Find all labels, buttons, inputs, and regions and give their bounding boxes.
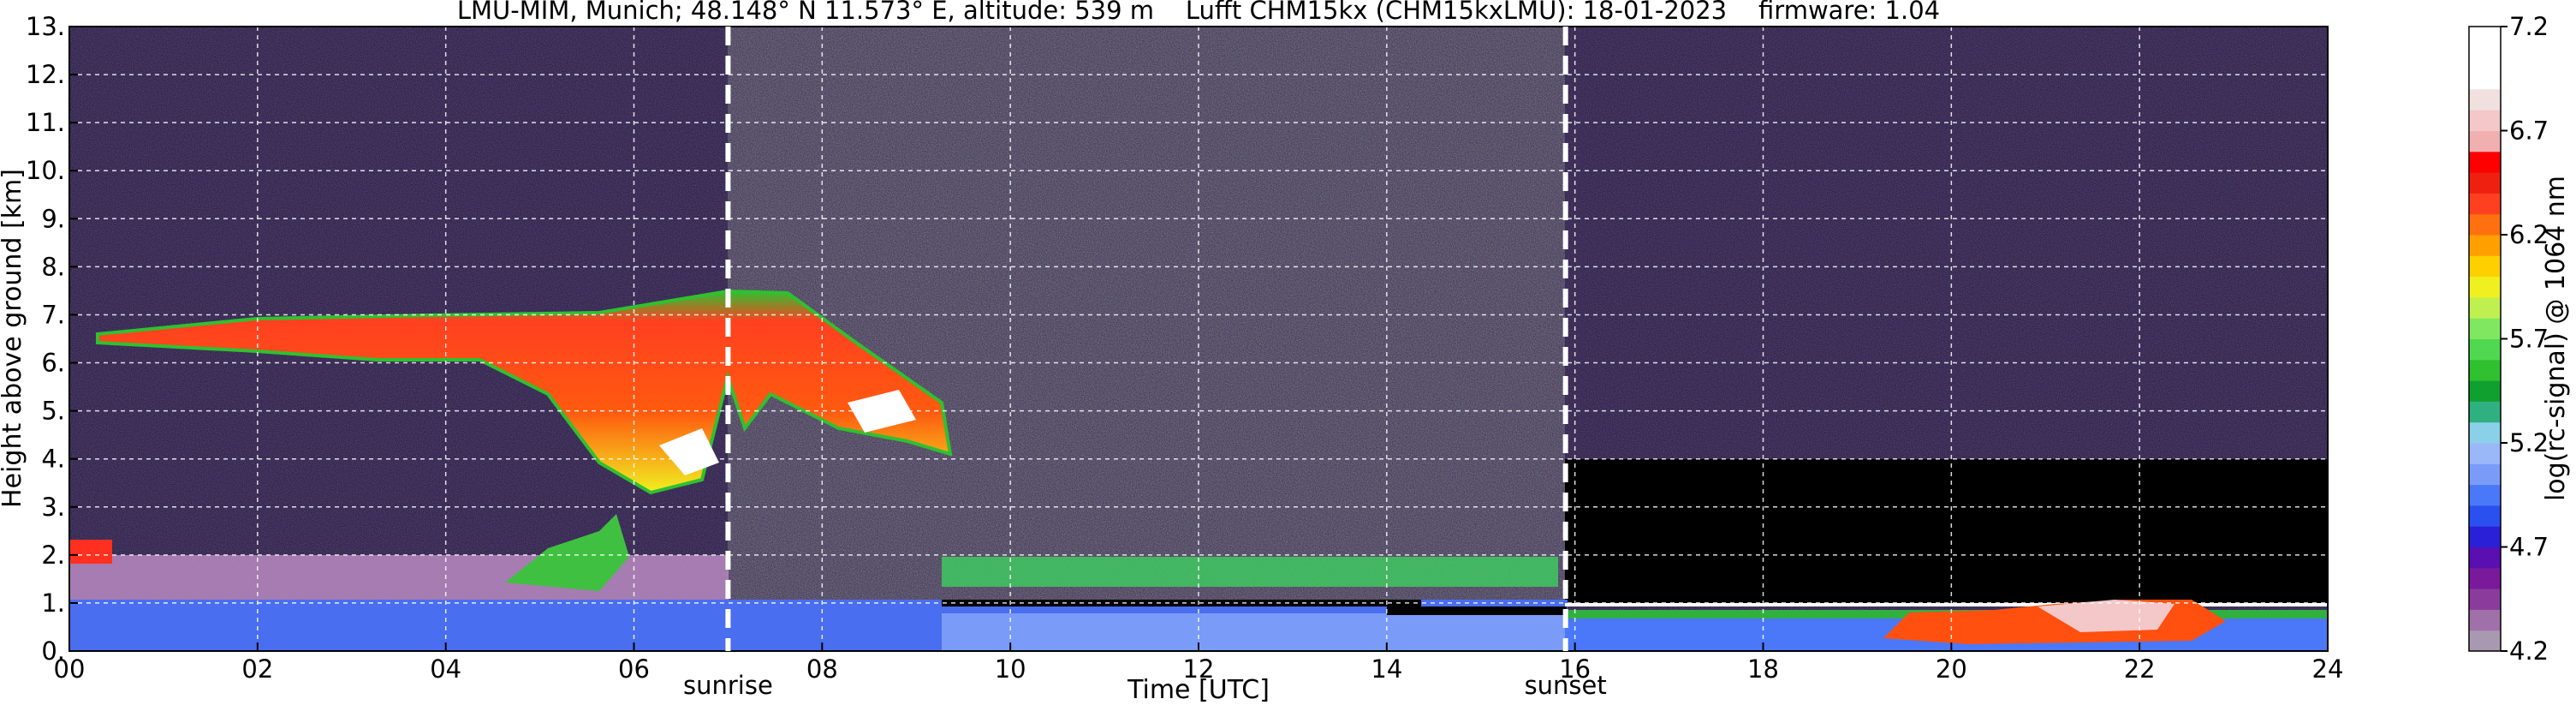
colorbar-band [2469, 296, 2501, 319]
colorbar-band [2469, 526, 2501, 547]
y-tick-label: 2. [41, 541, 65, 570]
colorbar-band [2469, 463, 2501, 486]
colorbar-band [2469, 213, 2501, 236]
colorbar-band [2469, 505, 2501, 527]
mid-cloud [505, 514, 629, 591]
colorbar-band [2469, 255, 2501, 278]
colorbar-band [2469, 380, 2501, 402]
night-aerosol-core [2038, 600, 2174, 632]
colorbar-band [2469, 609, 2501, 631]
colorbar-tick-label: 5.2 [2509, 428, 2549, 457]
y-tick-label: 13. [26, 12, 65, 41]
mid-level-cloud [96, 289, 953, 495]
low-cloud-base [942, 600, 1421, 606]
y-tick-label: 3. [41, 493, 65, 522]
colorbar-band [2469, 151, 2501, 173]
colorbar-tick-label: 4.2 [2509, 636, 2549, 666]
y-tick-label: 7. [41, 300, 65, 329]
night-layer-edge [1565, 603, 2328, 606]
cloud-core [848, 390, 916, 433]
y-tick-label: 11. [26, 108, 65, 137]
colorbar-tick-label: 6.7 [2509, 117, 2549, 146]
daylight-noise [728, 27, 1565, 651]
y-axis-label: Height above ground [km] [0, 169, 27, 508]
colorbar-label: log(rc-signal) @ 1064 nm [2541, 176, 2571, 501]
early-cloud [69, 540, 112, 564]
colorbar-band [2469, 401, 2501, 423]
x-tick-label: 04 [430, 654, 461, 684]
x-axis-label: Time [UTC] [1127, 675, 1270, 705]
event-label: sunset [1525, 671, 1607, 700]
colorbar-tick-label: 5.7 [2509, 325, 2549, 354]
chart-title: LMU-MIM, Munich; 48.148° N 11.573° E, al… [457, 0, 1940, 25]
low-cloud-layer [942, 557, 1558, 587]
colorbar-band [2469, 130, 2501, 152]
x-tick-label: 24 [2312, 654, 2344, 684]
low-signal-region [1565, 459, 2328, 605]
y-tick-label: 1. [41, 589, 65, 618]
x-tick-label: 16 [1559, 654, 1591, 684]
colorbar-band [2469, 318, 2501, 339]
x-tick-label: 00 [54, 654, 86, 684]
event-label: sunrise [683, 671, 773, 700]
colorbar-band [2469, 172, 2501, 194]
x-tick-label: 18 [1747, 654, 1779, 684]
x-tick-label: 08 [806, 654, 838, 684]
colorbar-band [2469, 68, 2501, 90]
cloud-core [659, 428, 719, 475]
y-tick-label: 10. [26, 156, 65, 185]
colorbar-tick-label: 4.7 [2509, 533, 2549, 562]
x-tick-label: 20 [1936, 654, 1967, 684]
x-tick-label: 22 [2124, 654, 2156, 684]
y-tick-label: 5. [41, 397, 65, 426]
x-tick-label: 06 [618, 654, 650, 684]
colorbar-band [2469, 547, 2501, 569]
colorbar-band [2469, 193, 2501, 215]
colorbar-band [2469, 276, 2501, 298]
y-tick-label: 6. [41, 349, 65, 378]
y-tick-label: 0. [41, 636, 65, 666]
y-tick-label: 12. [26, 60, 65, 89]
colorbar-band [2469, 359, 2501, 381]
colorbar-band [2469, 567, 2501, 589]
colorbar-band [2469, 47, 2501, 69]
colorbar-tick-label: 6.2 [2509, 220, 2549, 249]
colorbar-band [2469, 27, 2501, 48]
y-tick-label: 9. [41, 204, 65, 233]
colorbar-band [2469, 589, 2501, 610]
colorbar-band [2469, 630, 2501, 652]
x-tick-label: 02 [241, 654, 273, 684]
colorbar-band [2469, 421, 2501, 444]
colorbar-band [2469, 88, 2501, 111]
colorbar-band [2469, 110, 2501, 131]
colorbar-band [2469, 235, 2501, 256]
colorbar-band [2469, 443, 2501, 464]
low-cloud-base [1387, 606, 1567, 615]
boundary-layer-upper [942, 613, 1565, 651]
x-tick-label: 14 [1371, 654, 1402, 684]
colorbar-band [2469, 484, 2501, 506]
x-tick-label: 12 [1183, 654, 1215, 684]
colorbar-band [2469, 338, 2501, 361]
y-tick-label: 8. [41, 252, 65, 281]
y-tick-label: 4. [41, 445, 65, 474]
x-tick-label: 10 [995, 654, 1026, 684]
colorbar-tick-label: 7.2 [2509, 12, 2549, 41]
